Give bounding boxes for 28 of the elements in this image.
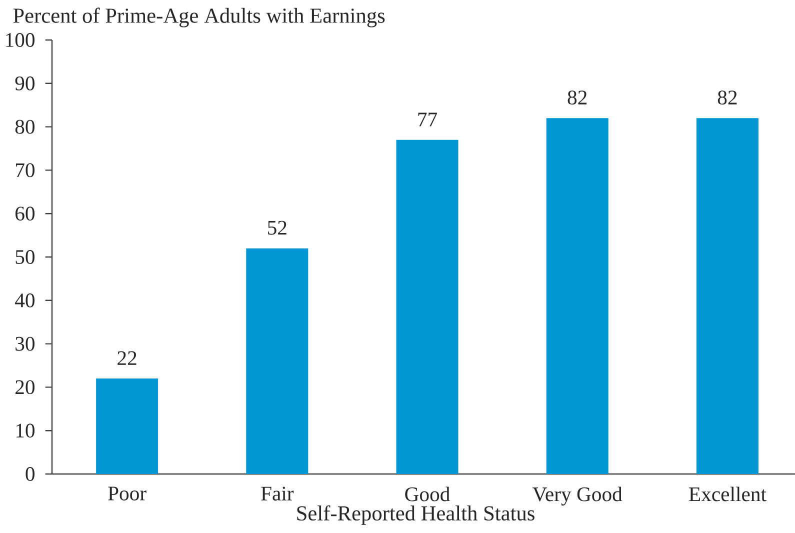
- y-tick-label: 60: [16, 206, 34, 221]
- y-tick-label: 50: [16, 250, 34, 264]
- bar: [396, 140, 458, 474]
- data-label: 77: [418, 112, 438, 126]
- y-tick-label: 100: [6, 33, 34, 47]
- bar: [546, 118, 608, 474]
- y-tick-label: 70: [16, 163, 34, 178]
- y-tick-label: 80: [15, 120, 34, 134]
- x-tick-label: Fair: [261, 486, 294, 501]
- y-tick-label: 10: [16, 424, 34, 438]
- y-tick-label: 40: [15, 293, 34, 308]
- x-tick-label: Good: [405, 486, 450, 502]
- y-tick-label: 90: [15, 76, 34, 90]
- bar: [696, 118, 758, 474]
- bar: [246, 248, 308, 474]
- data-label: 52: [268, 220, 286, 235]
- data-label: 82: [568, 90, 587, 105]
- y-tick-label: 0: [26, 467, 34, 481]
- y-axis-title: Percent of Prime-Age Adults with Earnings: [13, 8, 385, 28]
- x-tick-label: Excellent: [689, 486, 766, 502]
- x-tick-label: Poor: [108, 486, 146, 500]
- bar: [96, 378, 158, 474]
- y-tick-label: 30: [16, 336, 34, 351]
- x-tick-label: Very Good: [532, 486, 622, 506]
- y-tick-label: 20: [16, 380, 34, 394]
- data-label: 22: [118, 351, 136, 365]
- data-label: 82: [718, 90, 737, 105]
- x-axis-title: Self-Reported Health Status: [297, 505, 534, 525]
